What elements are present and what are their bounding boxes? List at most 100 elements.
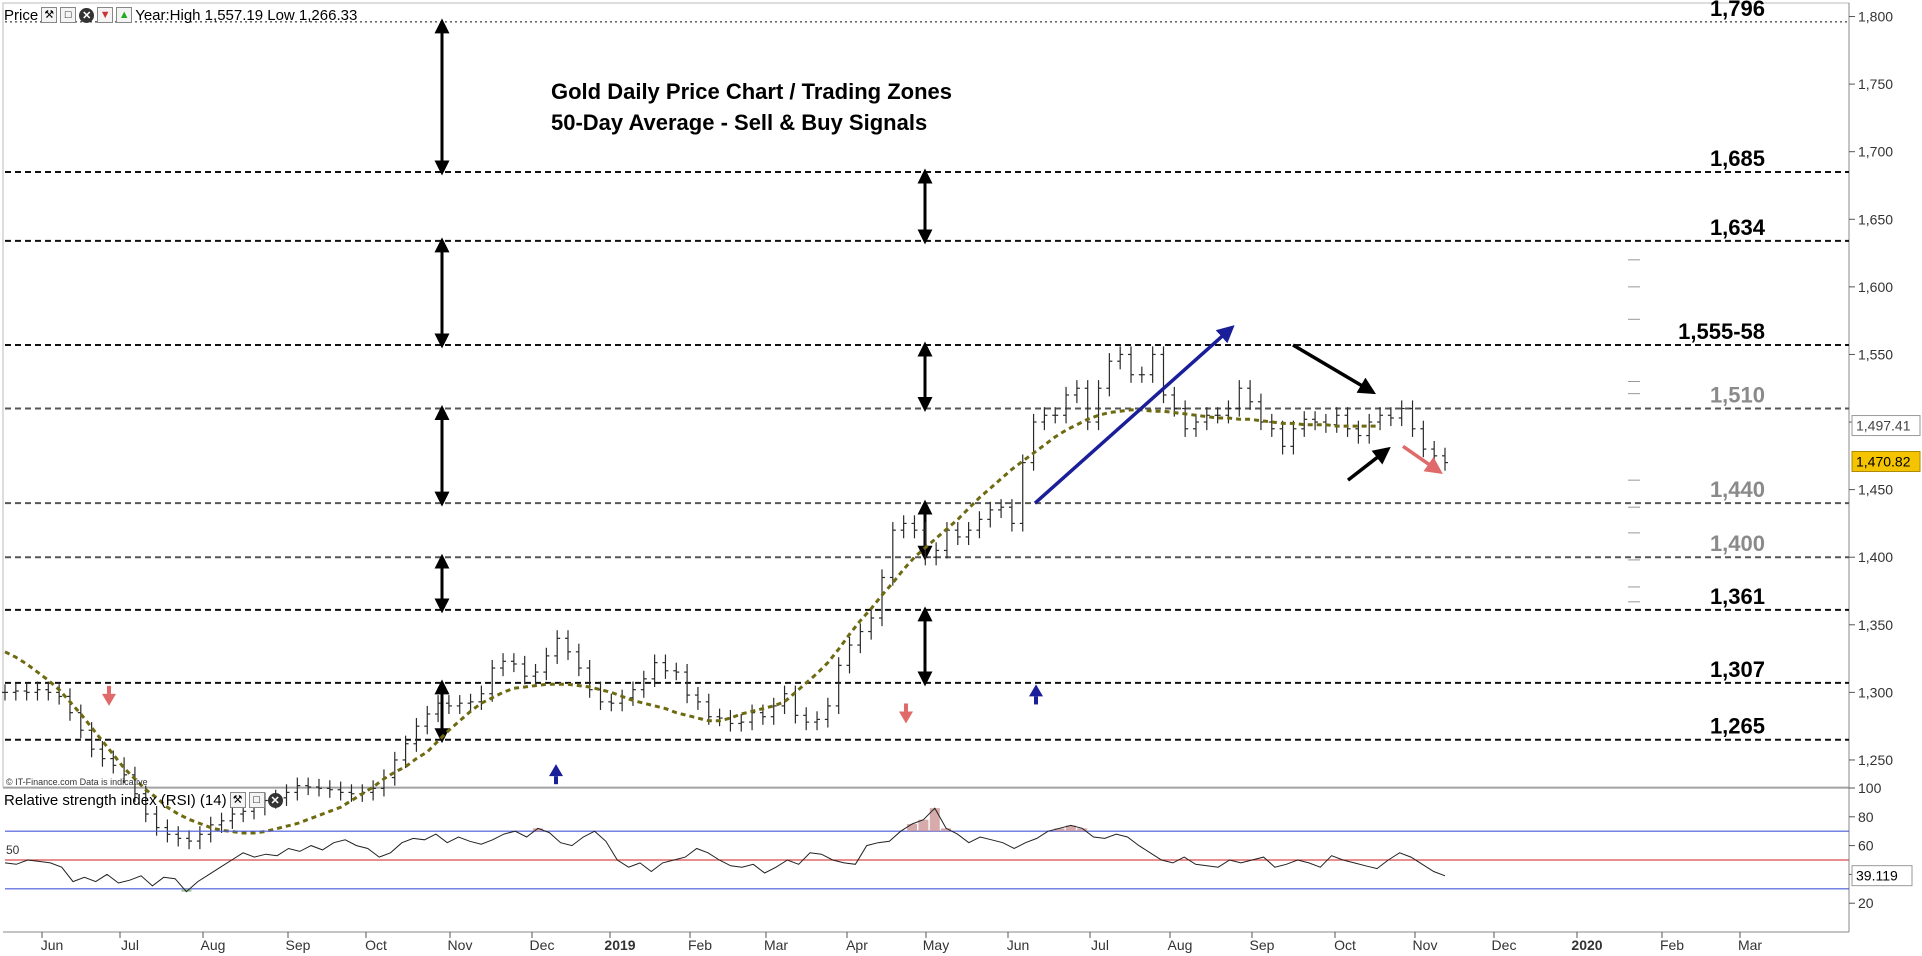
year-stats: Year:High 1,557.19 Low 1,266.33 [135,6,358,24]
date-tick-label: Jun [41,937,64,953]
date-tick-label: Jul [121,937,139,953]
candles [2,346,1448,850]
ma-line [4,408,1380,835]
chart-title-line1: Gold Daily Price Chart / Trading Zones [551,79,952,104]
date-tick-label: Sep [1250,937,1275,953]
date-tick-label: Oct [365,937,387,953]
price-tick-label: 1,600 [1858,279,1893,295]
last-price-tag-text: 1,470.82 [1856,454,1911,470]
rsi-oversold-fill [181,888,192,892]
date-axis: Jun Jul Aug Sep Oct Nov Dec 2019 Feb Mar Apr May Jun… [41,932,1762,953]
trend-arrows [102,325,1443,785]
buy-signal [1029,684,1043,697]
zone-arrows [434,18,933,744]
signal-stem [1034,696,1038,705]
close-icon[interactable]: ✕ [79,7,95,23]
copyright-note: © IT-Finance.com Data is indicative [6,777,148,787]
date-tick-label: Dec [530,937,555,953]
rsi-label: Relative strength index (RSI) (14) [4,791,227,809]
rsi-overbought-fill [1054,828,1065,832]
date-tick-label: 2019 [604,937,635,953]
date-tick-label: Aug [201,937,226,953]
date-tick-label: Oct [1334,937,1356,953]
level-label: 1,796 [1710,0,1765,21]
rsi-overbought-fill [907,824,918,832]
date-tick-label: Nov [448,937,473,953]
price-tick-label: 1,450 [1858,482,1893,498]
rsi-overbought-fill [1077,828,1088,832]
rsi-tick-label: 100 [1858,780,1882,796]
rsi-panel: 204060801005039.119 [4,780,1913,911]
price-tick-label: 1,550 [1858,346,1893,362]
price-tick-label: 1,400 [1858,549,1893,565]
level-label: 1,361 [1710,584,1765,609]
rsi-window-icon[interactable]: □ [248,792,265,808]
date-tick-label: Mar [764,937,788,953]
level-label: 1,555-58 [1678,319,1765,344]
date-tick-label: Nov [1413,937,1438,953]
rsi-overbought-fill [929,808,940,832]
move-up-icon[interactable]: ▲ [116,7,133,23]
price-tick-label: 1,650 [1858,211,1893,227]
level-label: 1,265 [1710,714,1765,739]
rsi-overbought-fill [1065,825,1076,832]
move-down-icon[interactable]: ▼ [97,7,114,23]
price-axis: 1,2501,3001,3501,4001,4501,5001,5501,600… [1628,9,1921,768]
sell-signal [899,711,913,724]
price-tick-label: 1,300 [1858,684,1893,700]
rsi-overbought-fill [532,828,543,832]
bounce-arrow [1346,446,1391,482]
rsi-tick-label: 20 [1858,895,1874,911]
date-tick-label: Feb [1660,937,1684,953]
window-icon[interactable]: □ [60,7,77,23]
date-tick-label: Aug [1168,937,1193,953]
wrench-icon[interactable]: ⚒ [41,7,58,23]
price-tick-label: 1,800 [1858,9,1893,25]
level-label: 1,510 [1710,383,1765,408]
ma-price-tag [1851,415,1921,437]
price-tick-label: 1,750 [1858,76,1893,92]
date-tick-label: Mar [1738,937,1762,953]
price-tick-label: 1,250 [1858,752,1893,768]
rsi-toolbar: Relative strength index (RSI) (14) ⚒ □ ✕ [4,790,283,810]
rsi-overbought-fill [918,819,929,832]
rsi-tick-label: 60 [1858,838,1874,854]
level-label: 1,307 [1710,657,1765,682]
level-label: 1,685 [1710,146,1765,171]
chart-title-line2: 50-Day Average - Sell & Buy Signals [551,110,928,135]
sell-signal [102,693,116,706]
date-tick-label: Feb [688,937,712,953]
rsi-overbought-fill [941,828,952,832]
signal-stem [904,703,908,712]
level-label: 1,440 [1710,477,1765,502]
rsi-value-text: 39.119 [1856,868,1898,884]
date-tick-label: Jul [1091,937,1109,953]
date-tick-label: Dec [1492,937,1517,953]
date-tick-label: Sep [286,937,311,953]
level-label: 1,400 [1710,531,1765,556]
rsi-value-tag [1851,865,1913,887]
price-tick-label: 1,700 [1858,144,1893,160]
rsi-fifty-label: 50 [6,843,20,857]
ma-price-tag-text: 1,497.41 [1856,418,1911,434]
pullback-arrow [1292,343,1377,395]
date-tick-label: May [923,937,949,953]
last-price-tag [1851,451,1921,473]
moving-average-50 [4,408,1380,835]
uptrend-arrow [1033,325,1235,505]
date-tick-label: Jun [1007,937,1030,953]
sell-arrow [1402,444,1443,475]
price-tick-label: 1,350 [1858,617,1893,633]
signal-stem [554,776,558,785]
level-label: 1,634 [1710,215,1766,240]
rsi-close-icon[interactable]: ✕ [267,792,283,808]
buy-signal [549,764,563,777]
chart-title: Gold Daily Price Chart / Trading Zones 5… [551,76,952,138]
date-tick-label: Apr [846,937,868,953]
signal-stem [107,685,111,694]
rsi-wrench-icon[interactable]: ⚒ [229,792,246,808]
rsi-line [4,807,1446,893]
price-toolbar: Price ⚒ □ ✕ ▼ ▲ Year:High 1,557.19 Low 1… [4,4,357,26]
price-label: Price [4,6,39,24]
